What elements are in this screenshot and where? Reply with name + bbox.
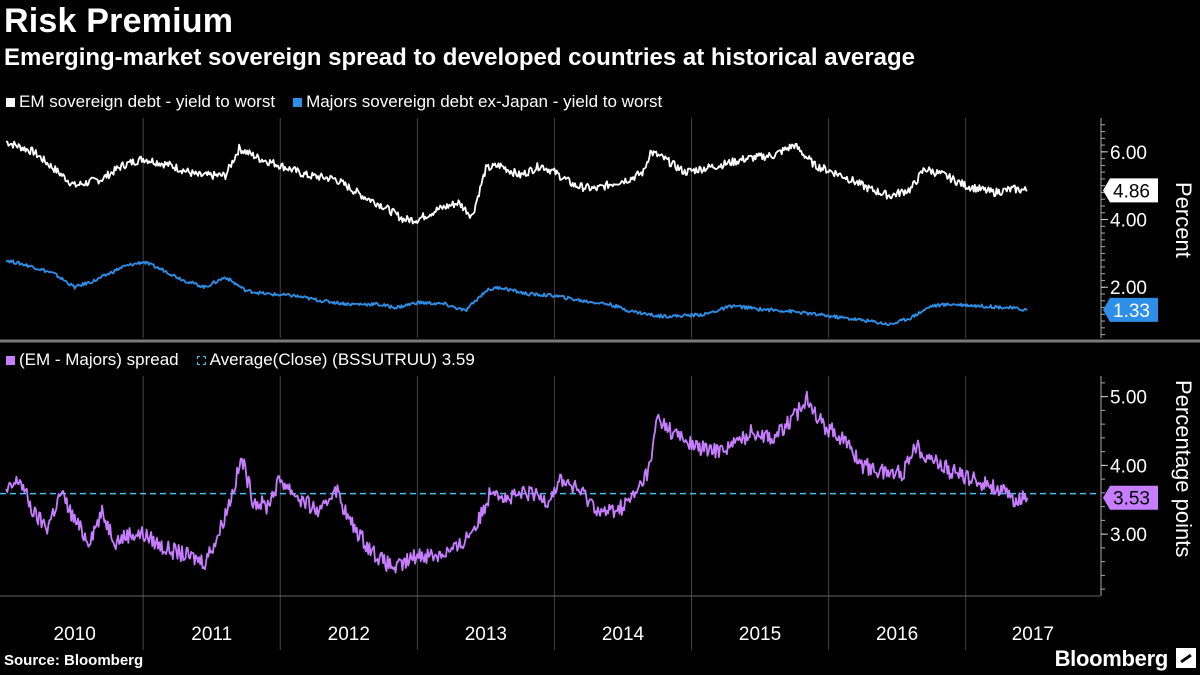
series-line	[5, 390, 1029, 574]
x-tick-label: 2010	[54, 624, 96, 645]
legend-top: EM sovereign debt - yield to worst Major…	[6, 92, 662, 112]
last-value-label: 1.33	[1113, 301, 1150, 322]
last-value-label: 3.53	[1113, 489, 1150, 510]
x-tick-label: 2016	[876, 624, 918, 645]
legend-label-em: EM sovereign debt - yield to worst	[19, 92, 276, 111]
legend-swatch-em	[6, 97, 15, 107]
legend-item-em: EM sovereign debt - yield to worst	[6, 92, 275, 112]
x-tick-label: 2013	[465, 624, 507, 645]
legend-item-majors: Majors sovereign debt ex-Japan - yield t…	[293, 92, 662, 112]
legend-swatch-majors	[293, 97, 303, 107]
legend-item-spread: (EM - Majors) spread	[6, 350, 179, 370]
x-tick-label: 2012	[328, 624, 370, 645]
brand-icon	[1176, 648, 1196, 668]
y-tick-label: 5.00	[1110, 388, 1147, 409]
legend-swatch-average	[196, 355, 206, 365]
legend-label-spread: (EM - Majors) spread	[19, 350, 179, 369]
brand-logo: Bloomberg	[1054, 646, 1169, 671]
x-tick-label: 2017	[1012, 624, 1054, 645]
x-tick-label: 2015	[739, 624, 781, 645]
y-axis-label-top: Percent	[1171, 182, 1196, 258]
x-tick-label: 2014	[602, 624, 645, 645]
x-tick-label: 2011	[191, 624, 232, 645]
last-value-tag	[1103, 297, 1158, 322]
y-tick-label: 6.00	[1110, 143, 1147, 164]
series-line	[5, 259, 1028, 327]
legend-item-average: Average(Close) (BSSUTRUU) 3.59	[196, 350, 475, 370]
y-tick-label: 3.00	[1110, 525, 1147, 546]
chart-subtitle: Emerging-market sovereign spread to deve…	[4, 44, 915, 71]
series-line	[5, 140, 1028, 225]
legend-swatch-spread	[6, 355, 15, 365]
legend-label-average: Average(Close) (BSSUTRUU) 3.59	[209, 350, 475, 369]
chart-title: Risk Premium	[4, 2, 234, 40]
last-value-label: 4.86	[1113, 181, 1150, 202]
last-value-tag	[1103, 485, 1158, 510]
source-note: Source: Bloomberg	[4, 652, 144, 669]
legend-bottom: (EM - Majors) spread Average(Close) (BSS…	[6, 350, 475, 370]
y-tick-label: 4.00	[1110, 211, 1147, 232]
y-tick-label: 4.00	[1110, 456, 1147, 477]
legend-label-majors: Majors sovereign debt ex-Japan - yield t…	[306, 92, 663, 111]
last-value-tag	[1103, 178, 1158, 203]
y-axis-label-bottom: Percentage points	[1171, 380, 1196, 558]
y-tick-label: 2.00	[1110, 278, 1147, 299]
